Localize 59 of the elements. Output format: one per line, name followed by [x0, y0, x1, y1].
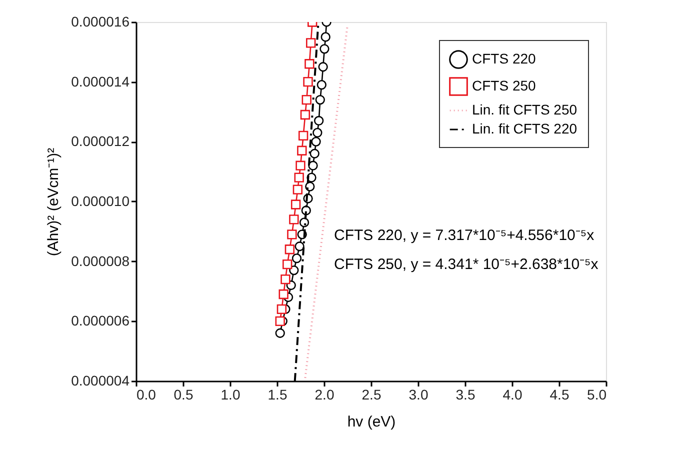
point: [310, 148, 320, 158]
point: [303, 77, 313, 87]
x-tick-label: 1.5: [268, 386, 288, 402]
legend-label: CFTS 250: [472, 78, 536, 94]
annotation: CFTS 250, y = 4.341* 10⁻⁵+2.638*10⁻⁵x: [334, 256, 599, 273]
x-tick-label: 3.5: [456, 386, 476, 402]
legend-label: Lin. fit CFTS 250: [472, 102, 578, 118]
point: [314, 116, 324, 126]
point: [275, 328, 285, 338]
point: [287, 230, 297, 240]
point: [311, 136, 321, 146]
point: [276, 304, 287, 314]
point: [292, 254, 302, 264]
x-tick-label: 4.5: [550, 386, 570, 402]
point: [278, 289, 288, 300]
point: [298, 130, 308, 141]
x-tick-label: 0.0: [136, 386, 156, 402]
y-tick-label: 0.000004: [71, 372, 130, 388]
point: [320, 32, 330, 42]
point: [289, 265, 299, 276]
point: [289, 214, 299, 224]
point: [318, 62, 328, 72]
y-tick-label: 0.000008: [71, 252, 130, 269]
point: [290, 200, 301, 210]
point: [280, 274, 290, 284]
point: [315, 94, 325, 105]
legend-label: CFTS 220: [472, 50, 536, 66]
x-tick-label: 2.0: [314, 386, 334, 402]
y-tick-label: 0.000012: [71, 133, 130, 150]
point: [296, 160, 306, 170]
x-axis-title: hv (eV): [347, 414, 396, 430]
point: [308, 160, 318, 170]
point: [320, 44, 330, 54]
x-tick-label: 4.0: [502, 386, 522, 402]
annotation: CFTS 220, y = 7.317*10⁻⁵+4.556*10⁻⁵x: [334, 227, 595, 244]
point: [300, 110, 310, 120]
point: [284, 244, 295, 254]
point: [294, 172, 304, 182]
x-tick-label: 3.0: [408, 386, 428, 402]
point: [282, 259, 292, 270]
point: [297, 146, 307, 156]
point: [306, 38, 316, 48]
y-tick-label: 0.000006: [71, 312, 130, 329]
y-tick-label: 0.000016: [71, 14, 130, 30]
point: [316, 80, 326, 90]
x-tick-label: 5.0: [587, 386, 607, 402]
y-axis-title: (Ahv)² (eVcm⁻¹)²: [45, 148, 62, 256]
point: [312, 128, 322, 138]
legend-label: Lin. fit CFTS 220: [472, 120, 578, 136]
point: [292, 184, 303, 194]
point: [302, 94, 312, 105]
point: [294, 242, 304, 252]
y-tick-label: 0.000014: [71, 73, 130, 90]
x-tick-label: 1.0: [220, 386, 240, 402]
point: [275, 316, 285, 326]
x-tick-label: 2.5: [362, 386, 382, 402]
x-tick-label: 0.5: [174, 386, 194, 402]
y-tick-label: 0.000010: [71, 193, 130, 209]
point: [304, 59, 314, 69]
